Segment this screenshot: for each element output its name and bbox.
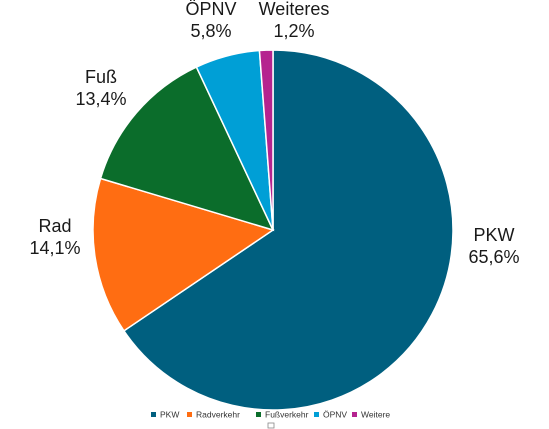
legend: PKW Radverkehr Fußverkehr ÖPNV Weitere xyxy=(151,410,390,420)
slice-value: 5,8% xyxy=(190,21,231,41)
slice-label-fuss: Fuß 13,4% xyxy=(75,67,126,109)
pie-slice-weiteres xyxy=(258,49,274,231)
slice-label-weiteres: Weiteres 1,2% xyxy=(259,0,330,41)
slice-name: Fuß xyxy=(85,67,117,87)
pie-slices xyxy=(92,49,454,411)
legend-swatch-weitere xyxy=(352,412,357,417)
legend-handle[interactable] xyxy=(267,422,275,429)
legend-label-oepnv: ÖPNV xyxy=(323,410,347,420)
legend-swatch-fussverkehr xyxy=(256,412,261,417)
pie-slice-pkw xyxy=(122,49,454,411)
slice-name: PKW xyxy=(473,225,514,245)
legend-label-radverkehr: Radverkehr xyxy=(196,410,240,420)
legend-label-weitere: Weitere xyxy=(361,410,390,420)
slice-name: ÖPNV xyxy=(185,0,236,19)
slice-label-oepnv: ÖPNV 5,8% xyxy=(185,0,236,41)
slice-label-rad: Rad 14,1% xyxy=(29,216,80,258)
slice-name: Weiteres xyxy=(259,0,330,19)
legend-label-pkw: PKW xyxy=(160,410,179,420)
legend-swatch-oepnv xyxy=(314,412,319,417)
slice-labels: PKW 65,6% Rad 14,1% Fuß 13,4% ÖPNV 5,8% Weiteres… xyxy=(29,0,519,267)
legend-swatch-radverkehr xyxy=(187,412,192,417)
slice-value: 1,2% xyxy=(273,21,314,41)
pie-slice-fuss xyxy=(99,66,275,232)
slice-value: 65,6% xyxy=(468,247,519,267)
slice-value: 14,1% xyxy=(29,238,80,258)
legend-swatch-pkw xyxy=(151,412,156,417)
slice-name: Rad xyxy=(38,216,71,236)
slice-label-pkw: PKW 65,6% xyxy=(468,225,519,267)
legend-label-fussverkehr: Fußverkehr xyxy=(265,410,309,420)
slice-value: 13,4% xyxy=(75,89,126,109)
